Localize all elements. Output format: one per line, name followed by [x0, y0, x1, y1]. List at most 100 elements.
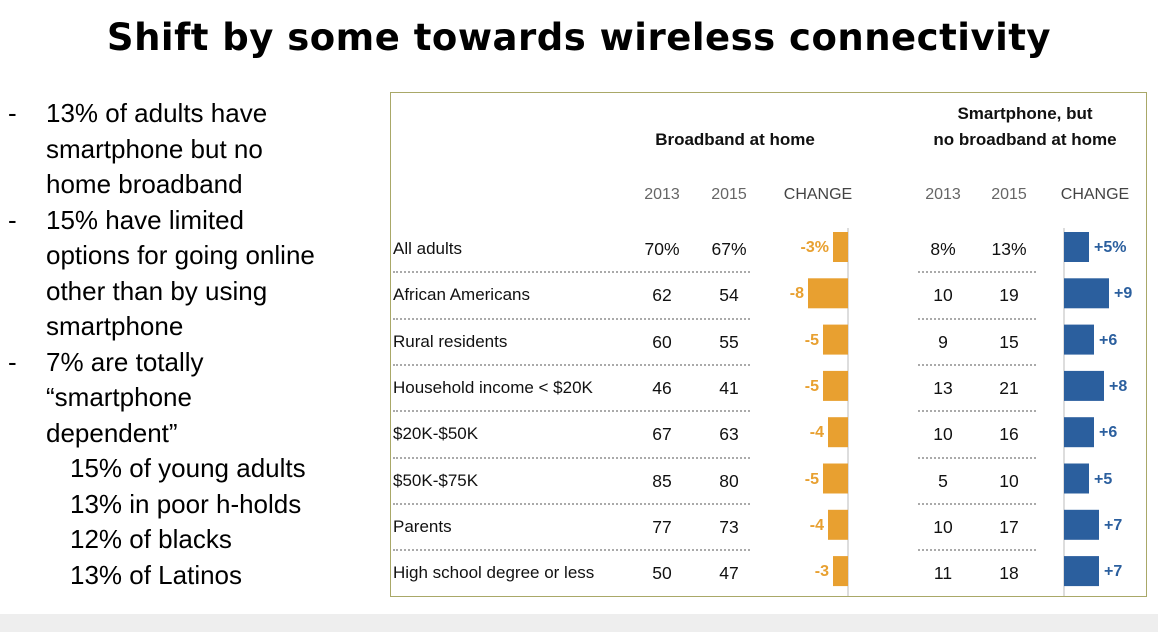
broadband-change-bar	[823, 324, 848, 355]
broadband-2015-value: 80	[719, 470, 739, 491]
row-separator	[918, 549, 1036, 552]
broadband-2013-value: 50	[652, 563, 672, 584]
row-separator	[393, 456, 638, 459]
smartphone-change-label: +6	[1099, 331, 1118, 349]
row-separator	[640, 317, 750, 320]
header-line: Broadband at home	[655, 130, 815, 149]
broadband-2013-value: 70%	[644, 239, 680, 259]
broadband-2015-value: 54	[719, 285, 739, 306]
row-separator	[393, 502, 638, 505]
smartphone-2013-value: 10	[933, 424, 953, 445]
row-separator	[393, 410, 638, 413]
broadband-change-bar	[823, 463, 848, 494]
broadband-2013-value: 67	[652, 424, 672, 445]
bullet-line: other than by using	[46, 275, 268, 306]
broadband-group-header: Broadband at home	[610, 127, 860, 153]
broadband-change-bar	[833, 556, 848, 587]
row-separator	[640, 456, 750, 459]
column-header-2013: 2013	[925, 186, 961, 203]
broadband-2013-value: 46	[652, 377, 672, 398]
smartphone-2013-value: 8%	[930, 239, 956, 259]
smartphone-2013-value: 9	[938, 331, 948, 352]
smartphone-group-header: Smartphone, but no broadband at home	[900, 101, 1150, 153]
sub-bullet: 13% of Latinos	[70, 559, 243, 590]
smartphone-2013-value: 5	[938, 470, 948, 491]
smartphone-2015-value: 13%	[991, 239, 1027, 259]
broadband-change-bar	[808, 278, 848, 309]
header-line: Smartphone, but	[957, 104, 1093, 123]
smartphone-change-label: +8	[1109, 377, 1128, 395]
broadband-change-bar	[823, 370, 848, 401]
bullet-line: 15% have limited	[46, 204, 244, 235]
bullet-line: smartphone but no	[46, 133, 263, 164]
smartphone-change-bar	[1064, 556, 1099, 587]
bullet-dash: -	[8, 346, 17, 377]
row-label: $20K-$50K	[393, 424, 479, 444]
column-header-change: CHANGE	[1060, 186, 1130, 203]
bullet-line: 7% are totally	[46, 346, 204, 377]
smartphone-change-bar	[1064, 463, 1089, 494]
smartphone-2013-value: 13	[933, 377, 953, 398]
header-line: no broadband at home	[933, 130, 1117, 149]
broadband-change-label: -4	[809, 516, 824, 534]
smartphone-change-bar	[1064, 324, 1094, 355]
smartphone-2015-value: 10	[999, 470, 1019, 491]
broadband-change-label: -5	[804, 377, 819, 395]
bullet-dash: -	[8, 98, 17, 128]
row-separator	[918, 410, 1036, 413]
row-separator	[640, 410, 750, 413]
broadband-change-bar	[828, 417, 848, 448]
broadband-change-label: -5	[804, 470, 819, 488]
smartphone-change-bar	[1064, 232, 1089, 262]
broadband-2013-value: 77	[652, 516, 672, 537]
row-label: Parents	[393, 516, 452, 536]
row-separator	[918, 456, 1036, 459]
row-separator	[640, 363, 750, 366]
broadband-change-bar	[833, 232, 848, 262]
bullet-line: dependent”	[46, 417, 178, 448]
smartphone-change-bar	[1064, 509, 1099, 540]
broadband-change-label: -3	[814, 563, 829, 581]
row-separator	[918, 363, 1036, 366]
bullet-item: -15% have limited options for going onlin…	[8, 203, 388, 345]
row-separator	[918, 271, 1036, 274]
smartphone-2015-value: 17	[999, 516, 1019, 537]
column-header-2013: 2013	[644, 186, 680, 203]
broadband-2015-value: 55	[719, 331, 739, 352]
bullet-item: -13% of adults have smartphone but no home…	[8, 96, 388, 203]
smartphone-change-label: +5	[1094, 470, 1113, 488]
smartphone-2013-value: 10	[933, 285, 953, 306]
bullet-line: 13% of adults have	[46, 98, 268, 128]
broadband-change-label: -5	[804, 331, 819, 349]
smartphone-2015-value: 18	[999, 563, 1019, 584]
row-separator	[918, 502, 1036, 505]
smartphone-change-label: +7	[1104, 563, 1123, 581]
row-separator	[640, 271, 750, 274]
row-separator	[393, 317, 638, 320]
smartphone-2015-value: 15	[999, 331, 1019, 352]
broadband-2015-value: 67%	[711, 239, 747, 259]
smartphone-2015-value: 19	[999, 285, 1019, 306]
sub-bullet: 13% in poor h-holds	[70, 488, 302, 519]
column-header-change: CHANGE	[783, 186, 853, 203]
smartphone-change-label: +7	[1104, 516, 1123, 534]
broadband-2013-value: 62	[652, 285, 672, 306]
smartphone-change-bar	[1064, 278, 1109, 309]
broadband-2013-value: 85	[652, 470, 672, 491]
bottom-strip	[0, 614, 1158, 632]
row-label: All adults	[393, 239, 462, 258]
sub-bullet: 12% of blacks	[70, 524, 232, 554]
smartphone-change-label: +9	[1114, 285, 1133, 303]
smartphone-change-label: +5%	[1094, 239, 1127, 256]
bullet-dash: -	[8, 204, 17, 235]
bullet-line: options for going online	[46, 240, 315, 270]
broadband-change-label: -8	[789, 285, 804, 303]
sub-bullet: 15% of young adults	[70, 453, 306, 483]
slide-title: Shift by some towards wireless connectiv…	[106, 16, 1052, 59]
bullet-line: home broadband	[46, 169, 243, 199]
column-header-2015: 2015	[711, 186, 747, 203]
row-label: Rural residents	[393, 331, 508, 351]
row-separator	[918, 317, 1036, 320]
bullet-line: smartphone	[46, 311, 184, 341]
